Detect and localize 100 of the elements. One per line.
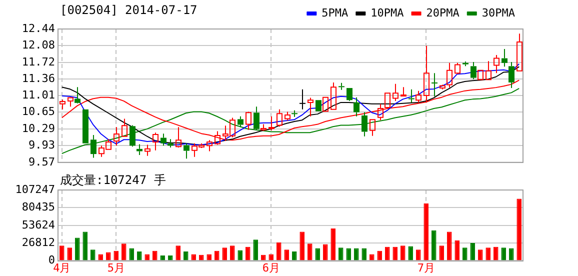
bar <box>222 248 228 260</box>
candlestick <box>392 83 398 102</box>
y-tick-label: 9.57 <box>28 155 55 168</box>
bar <box>114 250 119 260</box>
bar <box>74 238 80 260</box>
bar <box>446 232 452 260</box>
candlestick <box>308 97 314 117</box>
bar <box>238 250 243 260</box>
bar <box>486 248 491 260</box>
bar <box>253 240 258 260</box>
y-tick-label: 12.44 <box>22 22 56 35</box>
candlestick <box>254 106 260 130</box>
x-tick-label: 5月 <box>107 261 125 274</box>
candlestick <box>130 124 136 148</box>
y-tick-label: 11.36 <box>22 72 55 86</box>
candlestick <box>432 72 438 97</box>
bar <box>470 242 476 260</box>
y-tick-label: 53624 <box>22 218 56 232</box>
candlestick <box>362 112 368 137</box>
candlestick <box>292 110 298 118</box>
y-tick-label: 11.72 <box>22 55 55 68</box>
y-tick-label: 0 <box>48 254 55 267</box>
candlestick <box>462 61 468 67</box>
bar <box>176 246 181 260</box>
candlestick <box>346 88 352 102</box>
bar <box>501 248 506 260</box>
bar <box>362 248 367 260</box>
bar <box>300 232 305 260</box>
candlestick <box>268 116 274 131</box>
chart-title: [002504] 2014-07-17 <box>60 3 198 17</box>
bar <box>183 252 188 260</box>
legend-label: 5PMA <box>322 6 349 20</box>
bar <box>493 246 498 260</box>
candlestick <box>370 119 376 136</box>
candlestick <box>486 60 492 80</box>
y-tick-label: 107247 <box>15 182 55 196</box>
bar <box>315 248 320 260</box>
bar <box>416 250 421 260</box>
candlestick <box>122 118 128 137</box>
x-tick-label: 4月 <box>53 261 71 274</box>
candlestick <box>408 88 414 103</box>
bar <box>230 246 235 260</box>
bar <box>508 248 514 260</box>
bar <box>400 246 406 260</box>
bar <box>90 250 96 260</box>
y-tick-label: 10.29 <box>22 122 55 135</box>
bar <box>284 250 290 260</box>
bar <box>67 248 72 260</box>
bar <box>392 246 398 260</box>
candlestick <box>338 82 344 90</box>
bar <box>439 246 444 260</box>
candlestick <box>152 132 158 151</box>
y-tick-label: 9.93 <box>28 138 55 152</box>
candlestick <box>160 133 166 146</box>
y-tick-label: 26812 <box>22 236 55 249</box>
y-tick-label: 12.08 <box>22 38 55 52</box>
bar <box>330 228 336 260</box>
candlestick <box>502 48 508 68</box>
candlestick <box>508 62 514 89</box>
chart-title: 成交量:107247 手 <box>60 173 166 187</box>
bar <box>276 242 282 260</box>
candlestick <box>300 88 306 110</box>
bar <box>214 250 220 260</box>
candlestick <box>354 96 360 117</box>
y-tick-label: 11.01 <box>22 88 55 102</box>
x-tick-label: 7月 <box>417 261 435 274</box>
legend-label: 10PMA <box>370 6 404 20</box>
bar <box>338 248 344 260</box>
candlestick <box>494 54 500 74</box>
legend-label: 30PMA <box>482 6 516 20</box>
bar <box>384 246 390 260</box>
candlestick <box>114 126 120 146</box>
x-tick-label: 6月 <box>262 261 280 274</box>
candlestick <box>74 86 80 103</box>
bar <box>129 248 134 260</box>
bar <box>431 230 436 260</box>
candlestick <box>284 111 290 122</box>
bar <box>354 248 359 260</box>
bar <box>462 248 468 260</box>
bar <box>478 250 483 260</box>
bar <box>152 250 158 260</box>
bar <box>346 248 352 260</box>
candlestick <box>184 142 190 160</box>
bar <box>516 198 522 260</box>
bar <box>408 246 414 260</box>
bar <box>106 252 111 260</box>
bar <box>59 246 64 260</box>
bar <box>82 232 88 260</box>
candlestick <box>400 86 406 97</box>
bar <box>136 252 142 260</box>
y-tick-label: 10.65 <box>22 105 55 118</box>
candlestick <box>144 144 150 156</box>
bar <box>121 244 126 260</box>
bar <box>245 246 250 260</box>
candlestick <box>470 62 476 80</box>
bar <box>424 203 429 260</box>
bar <box>377 250 382 260</box>
bar <box>292 252 297 260</box>
legend-label: 20PMA <box>426 6 460 20</box>
y-tick-label: 80435 <box>22 200 55 214</box>
